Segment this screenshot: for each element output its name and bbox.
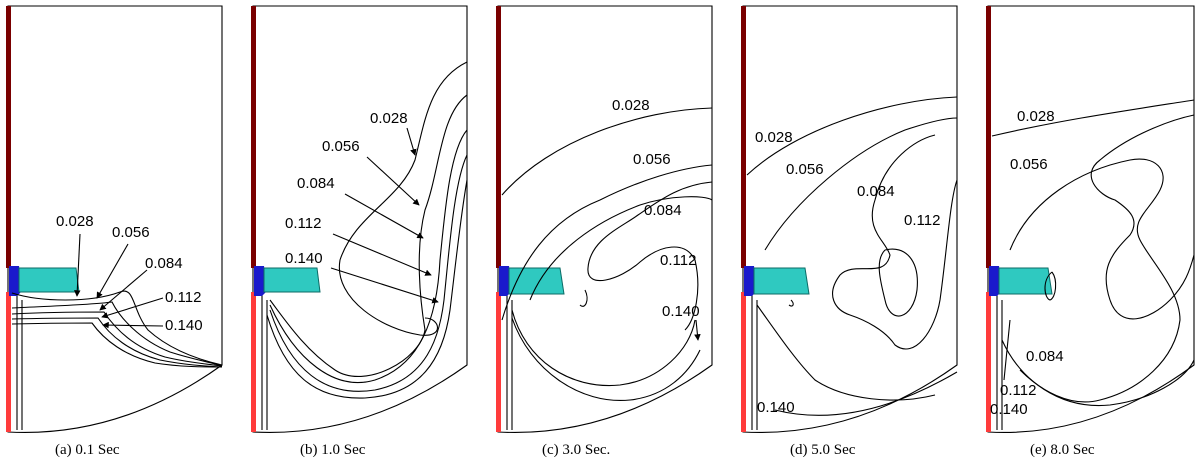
impeller-blade bbox=[753, 267, 810, 295]
panel-e: 0.028 0.056 0.084 0.112 0.140 (e) 8.0 Se… bbox=[986, 5, 1195, 458]
panel-caption: (b) 1.0 Sec bbox=[300, 442, 366, 458]
impeller-blade bbox=[508, 267, 565, 295]
contour-label: 0.056 bbox=[1010, 156, 1048, 173]
contour-label: 0.084 bbox=[1026, 348, 1064, 365]
panel-d: 0.028 0.056 0.084 0.112 0.140 (d) 5.0 Se… bbox=[741, 5, 958, 458]
panel-caption: (c) 3.0 Sec. bbox=[542, 442, 610, 458]
contour-label: 0.084 bbox=[644, 202, 682, 219]
contour-label: 0.056 bbox=[786, 161, 824, 178]
contour-label: 0.028 bbox=[755, 129, 793, 146]
hub bbox=[254, 266, 266, 296]
contour-label: 0.056 bbox=[633, 151, 671, 168]
contour-label: 0.112 bbox=[660, 252, 696, 269]
hub bbox=[9, 266, 21, 296]
tank-outline bbox=[987, 5, 1195, 433]
contour-label: 0.028 bbox=[612, 97, 650, 114]
hub bbox=[989, 266, 1001, 296]
contour-label: 0.028 bbox=[1017, 108, 1055, 125]
shaft-upper bbox=[496, 6, 501, 268]
contour-label: 0.084 bbox=[145, 255, 183, 272]
contour-label: 0.112 bbox=[165, 289, 201, 306]
shaft-lower bbox=[251, 292, 256, 432]
shaft-upper bbox=[741, 6, 746, 268]
contour-label: 0.028 bbox=[370, 110, 408, 127]
contour-label: 0.112 bbox=[904, 212, 940, 229]
tank-outline bbox=[742, 5, 958, 433]
contour-label: 0.140 bbox=[757, 399, 795, 416]
shaft-upper bbox=[6, 6, 11, 268]
shaft-lower bbox=[986, 292, 991, 432]
shaft-lower bbox=[741, 292, 746, 432]
contour-label: 0.028 bbox=[56, 213, 94, 230]
panel-c: 0.028 0.056 0.084 0.112 0.140 (c) 3.0 Se… bbox=[496, 5, 713, 458]
hub bbox=[744, 266, 756, 296]
contour-label: 0.056 bbox=[112, 224, 150, 241]
panel-caption: (d) 5.0 Sec bbox=[790, 442, 856, 458]
shaft-lower bbox=[496, 292, 501, 432]
tank-outline bbox=[252, 5, 468, 433]
contour-label: 0.140 bbox=[165, 317, 203, 334]
contour-label: 0.140 bbox=[662, 303, 700, 320]
hub bbox=[499, 266, 511, 296]
panel-caption: (a) 0.1 Sec bbox=[55, 442, 120, 458]
panel-b: 0.028 0.056 0.084 0.112 0.140 (b) 1.0 Se… bbox=[251, 5, 468, 458]
contour-label: 0.056 bbox=[322, 138, 360, 155]
contour-label: 0.112 bbox=[285, 215, 321, 232]
contour-label: 0.084 bbox=[297, 175, 335, 192]
contour-label: 0.140 bbox=[285, 250, 323, 267]
panel-caption: (e) 8.0 Sec bbox=[1030, 442, 1095, 458]
contour-label: 0.140 bbox=[990, 401, 1028, 418]
shaft-upper bbox=[986, 6, 991, 268]
tank-outline bbox=[7, 5, 223, 433]
contour-label: 0.084 bbox=[857, 183, 895, 200]
shaft-upper bbox=[251, 6, 256, 268]
tank-outline bbox=[497, 5, 713, 433]
impeller-blade bbox=[18, 267, 80, 293]
contour-label: 0.112 bbox=[1000, 382, 1036, 399]
impeller-blade bbox=[263, 267, 321, 293]
impeller-blade bbox=[998, 267, 1053, 295]
panel-a: 0.028 0.056 0.084 0.112 0.140 (a) 0.1 Se… bbox=[6, 5, 223, 458]
shaft-lower bbox=[6, 292, 11, 432]
